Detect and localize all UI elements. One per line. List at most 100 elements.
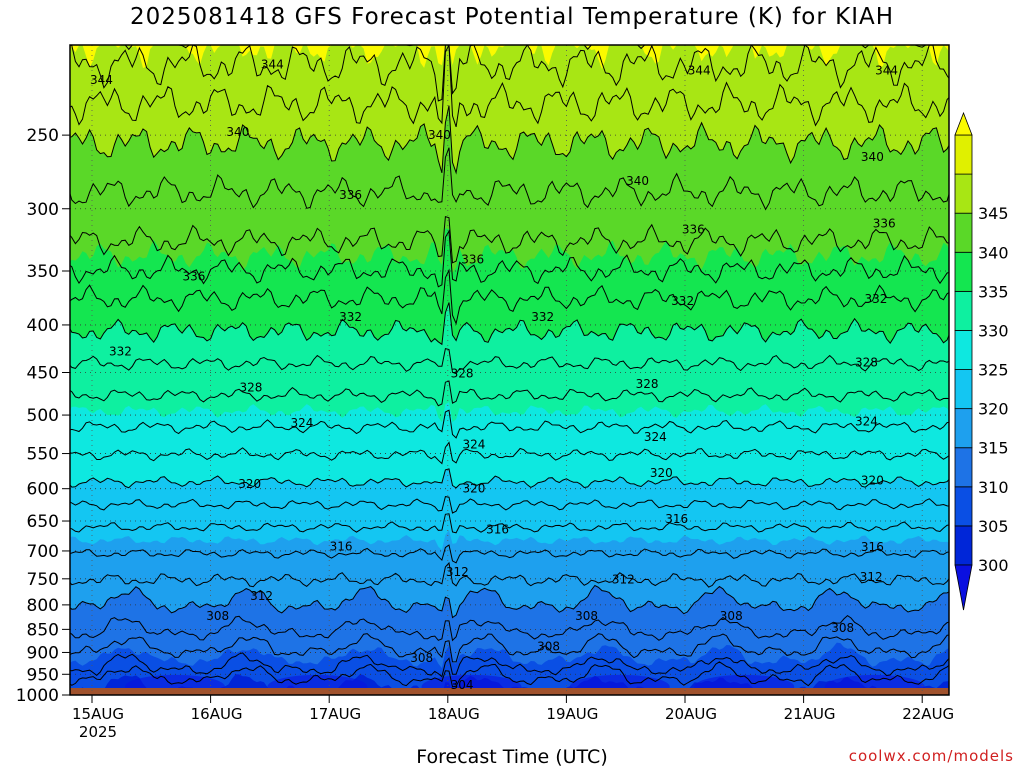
contour-label: 324 xyxy=(644,430,667,444)
x-axis-label: Forecast Time (UTC) xyxy=(416,746,608,768)
colorbar-segment xyxy=(954,408,973,449)
isentrope-lines xyxy=(70,45,949,688)
contour-label: 336 xyxy=(682,223,705,237)
contour-label: 316 xyxy=(861,540,884,554)
contour-label: 332 xyxy=(339,310,362,324)
contour-label: 320 xyxy=(462,482,485,496)
contour-label: 344 xyxy=(261,58,284,72)
colorbar-label: 340 xyxy=(978,243,1009,262)
isentrope-302 xyxy=(70,661,949,688)
y-tick-label: 250 xyxy=(27,126,59,146)
x-tick-label: 18AUG xyxy=(428,705,480,723)
contour-label: 308 xyxy=(410,651,433,665)
ground-fill xyxy=(70,688,949,695)
x-tick-label: 19AUG xyxy=(546,705,598,723)
x-tick-label: 15AUG xyxy=(72,705,124,723)
contour-label: 332 xyxy=(864,292,887,306)
contour-label: 320 xyxy=(861,474,884,488)
y-tick-label: 450 xyxy=(27,364,59,384)
x-tick-label: 21AUG xyxy=(784,705,836,723)
colorbar-segment xyxy=(954,525,973,566)
contour-label: 312 xyxy=(250,589,273,603)
colorbar-label: 330 xyxy=(978,321,1009,340)
y-tick-label: 1000 xyxy=(16,686,59,706)
contour-label: 328 xyxy=(636,377,659,391)
contour-label: 320 xyxy=(650,466,673,480)
contour-label: 336 xyxy=(183,270,206,284)
contour-label: 312 xyxy=(612,572,635,586)
colorbar-label: 325 xyxy=(978,361,1009,380)
x-tick-label: 16AUG xyxy=(191,705,243,723)
contour-label: 312 xyxy=(446,565,469,579)
contour-label: 344 xyxy=(688,63,711,77)
colorbar-segment xyxy=(954,134,973,175)
x-axis: 15AUG 16AUG 17AUG 18AUG 19AUG 20AUG 21AUG 22AUG… xyxy=(72,695,954,741)
y-tick-label: 600 xyxy=(27,480,59,500)
contour-label: 308 xyxy=(206,609,229,623)
y-tick-label: 950 xyxy=(27,665,59,685)
isentrope-322 xyxy=(70,441,949,465)
plot-frame xyxy=(69,44,950,696)
isentrope-328 xyxy=(70,347,949,375)
isentrope-318 xyxy=(70,496,949,514)
chart-title: 2025081418 GFS Forecast Potential Temper… xyxy=(129,4,895,30)
contour-label: 308 xyxy=(575,609,598,623)
isentrope-320 xyxy=(70,468,949,489)
contour-label: 340 xyxy=(861,150,884,164)
contour-label: 344 xyxy=(875,63,898,77)
y-tick-label: 500 xyxy=(27,406,59,426)
contour-label: 340 xyxy=(428,128,451,142)
contour-label: 316 xyxy=(330,539,353,553)
ground-strip xyxy=(70,688,949,695)
contour-label: 332 xyxy=(109,344,132,358)
y-tick-label: 800 xyxy=(27,596,59,616)
contour-label: 312 xyxy=(860,570,883,584)
contour-label: 324 xyxy=(462,438,485,452)
colorbar-under-triangle xyxy=(954,564,973,611)
y-tick-label: 300 xyxy=(27,200,59,220)
isentrope-324 xyxy=(70,409,949,439)
colorbar-segment xyxy=(954,330,973,370)
colorbar-label: 345 xyxy=(978,204,1009,223)
contour-label: 324 xyxy=(290,416,313,430)
contour-label: 340 xyxy=(626,174,649,188)
x-year-label: 2025 xyxy=(79,723,117,741)
x-tick-label: 22AUG xyxy=(902,705,954,723)
y-tick-label: 550 xyxy=(27,445,59,465)
isentrope-338 xyxy=(70,147,949,211)
colorbar-segment xyxy=(954,447,973,488)
colorbar: 300 305 310 315 320 325 330 335 340 345 xyxy=(954,111,1009,611)
y-tick-label: 900 xyxy=(27,643,59,663)
colorbar-label: 305 xyxy=(978,517,1009,536)
contour-label: 320 xyxy=(238,477,261,491)
contour-fill-bands xyxy=(70,45,949,695)
contour-labels: 344 344 344 344 340 340 340 340 336 336 336 336 336 3… xyxy=(90,58,898,692)
contour-label: 308 xyxy=(537,640,560,654)
isentrope-314 xyxy=(70,544,949,564)
contour-label: 316 xyxy=(665,512,688,526)
contour-label: 336 xyxy=(339,188,362,202)
y-tick-label: 350 xyxy=(27,262,59,282)
colorbar-label: 315 xyxy=(978,439,1009,458)
colorbar-over-triangle xyxy=(954,111,973,136)
source-credit: coolwx.com/models xyxy=(848,747,1014,765)
colorbar-label: 335 xyxy=(978,282,1009,301)
isentrope-306 xyxy=(70,633,949,663)
colorbar-label: 300 xyxy=(978,556,1009,575)
colorbar-segment xyxy=(954,173,973,214)
colorbar-segment xyxy=(954,212,973,253)
y-tick-label: 400 xyxy=(27,316,59,336)
isentrope-310 xyxy=(70,584,949,619)
y-tick-label: 650 xyxy=(27,512,59,532)
contour-label: 344 xyxy=(90,73,113,87)
contour-label: 336 xyxy=(873,216,896,230)
isentrope-308 xyxy=(70,614,949,642)
colorbar-segment xyxy=(954,251,973,292)
x-tick-label: 17AUG xyxy=(309,705,361,723)
isentrope-340 xyxy=(70,105,949,175)
y-tick-label: 700 xyxy=(27,542,59,562)
contour-label: 332 xyxy=(531,310,554,324)
isentrope-316 xyxy=(70,513,949,534)
contour-label: 328 xyxy=(855,356,878,370)
